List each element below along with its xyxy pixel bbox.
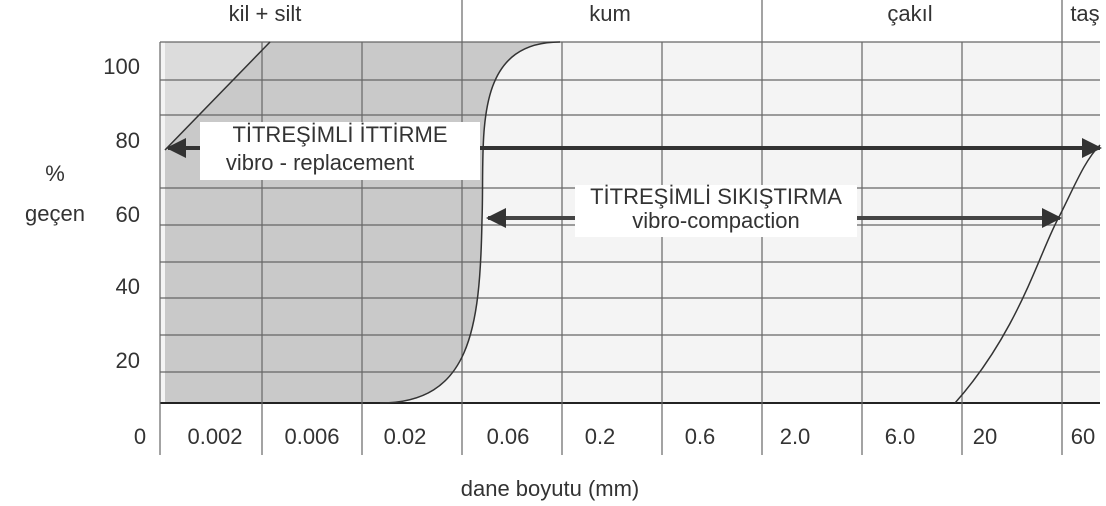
x-tick-label: 0.6 [685, 424, 716, 449]
method-subtitle: vibro-compaction [632, 208, 800, 233]
y-tick-label: 20 [116, 348, 140, 373]
boundary-line [164, 41, 271, 151]
compaction-box [575, 185, 857, 237]
zone-label: çakıl [887, 1, 932, 26]
y-axis-label: % [45, 161, 65, 186]
y-tick-label: 80 [116, 128, 140, 153]
method-title: TİTREŞİMLİ SIKIŞTIRMA [590, 184, 842, 209]
zone-label: kil + silt [229, 1, 302, 26]
x-tick-label: 2.0 [780, 424, 811, 449]
y-tick-label: 40 [116, 274, 140, 299]
replacement-box [200, 122, 480, 180]
x-tick-label: 0.2 [585, 424, 616, 449]
y-tick-label: 0 [134, 424, 146, 449]
method-subtitle: vibro - replacement [226, 150, 414, 175]
zone-label: taş [1070, 1, 1099, 26]
x-tick-label: 0.06 [487, 424, 530, 449]
zone-label: kum [589, 1, 631, 26]
fine-boundary-curve [379, 41, 561, 404]
x-tick-label: 20 [973, 424, 997, 449]
x-tick-label: 60 [1071, 424, 1095, 449]
method-title: TİTREŞİMLİ İTTİRME [232, 122, 447, 147]
x-axis-label: dane boyutu (mm) [461, 476, 640, 501]
x-tick-label: 0.002 [187, 424, 242, 449]
grid [159, 0, 1100, 455]
y-axis-label: geçen [25, 201, 85, 226]
x-tick-label: 0.006 [284, 424, 339, 449]
y-tick-label: 60 [116, 202, 140, 227]
x-tick-label: 6.0 [885, 424, 916, 449]
x-tick-label: 0.02 [384, 424, 427, 449]
y-tick-label: 100 [103, 54, 140, 79]
